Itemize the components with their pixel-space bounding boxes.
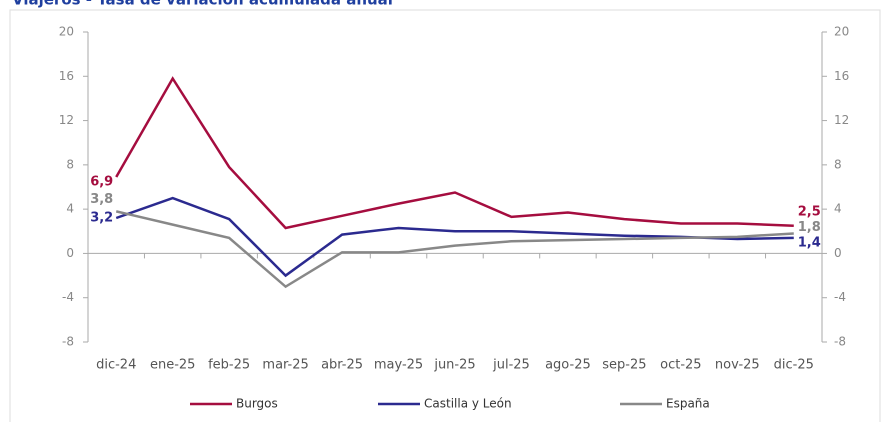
x-tick-label: oct-25 [660, 358, 701, 373]
legend-label: Castilla y León [424, 397, 512, 411]
y2-tick-label: 12 [834, 113, 849, 127]
y2-tick-label: 8 [834, 157, 842, 171]
y-tick-label: 8 [66, 157, 74, 171]
x-tick-label: dic-24 [96, 358, 136, 373]
x-tick-label: may-25 [374, 358, 423, 373]
series-line [115, 76, 794, 230]
y-tick-label: 20 [59, 25, 74, 39]
chart-title: Viajeros - Tasa de variación acumulada a… [12, 0, 393, 9]
data-label: 1,8 [798, 220, 821, 235]
x-tick-label: mar-25 [262, 358, 308, 373]
y-tick-label: -4 [62, 290, 74, 304]
x-tick-label: jul-25 [492, 358, 530, 373]
y2-tick-label: 20 [834, 25, 849, 39]
y2-tick-label: 16 [834, 69, 849, 83]
frame [9, 9, 881, 422]
data-label: 3,8 [90, 192, 113, 207]
y2-tick-label: -4 [834, 290, 846, 304]
y-tick-label: 16 [59, 69, 74, 83]
y2-tick-label: -8 [834, 335, 846, 349]
x-tick-label: dic-25 [774, 358, 814, 373]
x-tick-label: ago-25 [545, 358, 591, 373]
y-tick-label: -8 [62, 335, 74, 349]
y-tick-label: 0 [66, 246, 74, 260]
x-tick-label: sep-25 [602, 358, 646, 373]
x-tick-label: feb-25 [208, 358, 250, 373]
x-tick-label: abr-25 [321, 358, 363, 373]
legend-label: Burgos [236, 397, 278, 411]
y-tick-label: 12 [59, 113, 74, 127]
data-label: 3,2 [90, 211, 113, 226]
legend-label: España [666, 397, 710, 411]
data-label: 2,5 [798, 204, 821, 219]
x-tick-label: jun-25 [433, 358, 475, 373]
data-label: 6,9 [90, 175, 113, 190]
data-label: 1,4 [798, 235, 821, 250]
y-tick-label: 4 [66, 202, 74, 216]
y2-tick-label: 4 [834, 202, 842, 216]
series-line [115, 210, 794, 289]
x-tick-label: nov-25 [715, 358, 760, 373]
x-tick-label: ene-25 [150, 358, 195, 373]
y2-tick-label: 0 [834, 246, 842, 260]
